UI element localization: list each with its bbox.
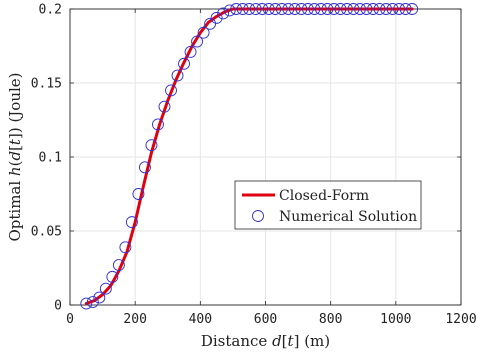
x-axis-label-part: t [288,332,295,350]
y-axis-label-part: t [6,138,24,145]
x-axis-label-part: d [272,332,282,350]
numerical-solution-point [178,57,190,70]
numerical-solution-point [99,282,112,295]
y-axis-label-part: h [6,166,24,176]
x-tick-label: 200 [123,312,146,327]
series [80,3,419,310]
numerical-solution-point [256,3,269,15]
numerical-solution-point [327,3,340,15]
x-tick-label: 1200 [445,312,476,327]
numerical-solution-point [295,3,308,15]
y-tick-label: 0.15 [31,77,62,92]
numerical-solution-point [106,270,119,283]
y-axis-label-part: ]) (Joule) [6,72,24,139]
y-tick-label: 0.1 [39,151,62,166]
numerical-solution-point [204,17,217,30]
numerical-solution-point [288,3,301,15]
x-tick-label: 1000 [380,312,411,327]
numerical-solution-point [230,3,243,15]
numerical-solution-point [314,3,327,15]
y-tick-label: 0.05 [31,225,62,240]
numerical-solution-point [152,118,164,131]
x-axis-label: Distance d[t] (m) [201,332,330,350]
axes: 0 200 400 600 800 1000 1200 0 0.05 0.1 0.15 0.2 Dist… [6,3,477,351]
legend-box [234,180,422,230]
numerical-solution-point [165,84,177,97]
numerical-solution-point [334,3,347,15]
x-axis-label-part: (m) [299,332,330,350]
numerical-solution-point [360,3,373,15]
numerical-solution-point [80,297,93,310]
numerical-solution-point [406,3,419,15]
x-tick-label: 600 [254,312,277,327]
numerical-solution-point [210,11,223,24]
numerical-solution-point [223,4,236,17]
x-axis-label-part: Distance [201,332,272,350]
y-axis-label: Optimal h(d[t]) (Joule) [6,72,24,241]
numerical-solution-point [93,291,106,304]
legend-label: Numerical Solution [279,209,417,225]
x-axis-label-part: [ [282,332,288,350]
numerical-solution-point [399,3,412,15]
numerical-solution-point [269,3,282,15]
x-axis-label-part: ] [294,332,300,350]
closed-form-line [84,7,414,306]
numerical-solution-point [380,3,393,15]
numerical-solution-point [125,216,138,229]
numerical-solution-point [301,3,314,15]
numerical-solution-point [308,3,321,15]
numerical-solution-point [275,3,288,15]
y-tick-label: 0.2 [39,3,62,18]
numerical-solution-point [282,3,295,15]
legend-marker-swatch [252,210,264,222]
y-axis-label-part: ( [6,161,24,167]
x-tick-label: 800 [319,312,342,327]
numerical-solution-point [249,3,262,15]
numerical-solution-point [347,3,360,15]
grid [69,8,462,306]
numerical-solution-point [243,3,256,15]
numerical-solution-point [184,45,197,58]
x-tick-label: 400 [189,312,212,327]
numerical-solution-point [367,3,379,15]
numerical-solution-point [138,161,151,174]
numerical-solution-point [386,3,399,15]
numerical-solution-point [171,69,184,82]
numerical-solution-point [341,3,353,15]
y-axis-label-part: d [6,151,24,161]
numerical-solution-point [262,3,275,15]
numerical-solution-point [321,3,334,15]
numerical-solution-point [236,3,249,15]
numerical-solution-point [197,26,210,39]
numerical-solution-point [112,259,125,271]
y-tick-label: 0 [54,299,62,314]
y-axis-label-part: [ [6,145,24,151]
x-tick-label: 0 [66,312,74,327]
numerical-solution-point [191,35,204,48]
numerical-solution-point [373,3,386,15]
legend-label: Closed-Form [279,188,369,204]
y-axis-label-part: Optimal [6,176,24,241]
numerical-solution-point [354,3,366,15]
numerical-solution-point [132,188,145,200]
numerical-solution-point [393,3,406,15]
numerical-solution-point [217,7,230,20]
numerical-solution-point [86,296,99,308]
legend: Closed-Form Numerical Solution [234,180,422,230]
numerical-solution-point [145,139,158,152]
numerical-solution-point [158,100,171,113]
numerical-solution-point [119,241,132,254]
